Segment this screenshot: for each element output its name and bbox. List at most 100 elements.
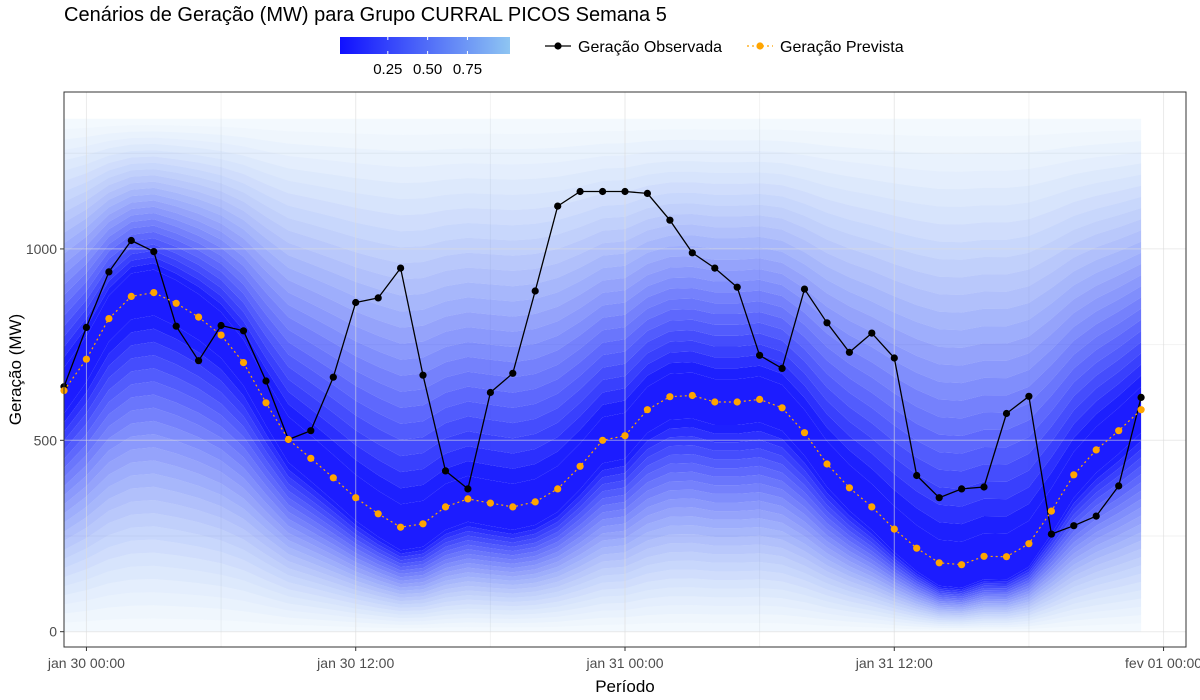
fan-band-upper xyxy=(64,150,1142,225)
series-prevista xyxy=(60,289,1145,569)
fan-band-lower xyxy=(64,605,1142,630)
observada-point xyxy=(1070,522,1078,530)
observada-point xyxy=(419,371,427,379)
fan-band-upper xyxy=(64,213,1142,401)
observada-point xyxy=(756,351,764,359)
prevista-point xyxy=(419,520,427,528)
colorbar-tick-label: 0.50 xyxy=(413,61,442,78)
fan-band-lower xyxy=(64,486,1142,614)
observada-point xyxy=(980,483,988,491)
observada-point xyxy=(688,249,696,257)
prevista-point xyxy=(284,435,292,444)
observada-point xyxy=(1002,409,1011,418)
observada-point xyxy=(172,322,180,330)
fan-band-lower xyxy=(64,473,1142,612)
fan-band-upper xyxy=(64,175,1142,295)
observada-point xyxy=(217,321,225,330)
prevista-point xyxy=(823,460,831,468)
observada-point xyxy=(1047,530,1055,538)
fan-band-upper xyxy=(64,250,1142,507)
observada-point xyxy=(441,467,450,475)
fan-band-upper xyxy=(64,257,1142,525)
prevista-point xyxy=(172,299,180,307)
y-tick-label: 0 xyxy=(49,624,57,640)
fan-band-lower xyxy=(64,368,1142,597)
fan-band-lower xyxy=(64,618,1142,632)
fan-band-upper xyxy=(64,131,1142,172)
prevista-point xyxy=(733,398,741,406)
fan-band-lower xyxy=(64,394,1142,601)
fan-band-upper xyxy=(64,238,1142,472)
fan-band-upper xyxy=(64,219,1142,419)
observada-point xyxy=(890,354,898,362)
observada-point xyxy=(195,357,203,365)
prevista-point xyxy=(576,462,584,470)
legend-label: Geração Prevista xyxy=(780,39,904,56)
prevista-point xyxy=(935,559,943,567)
prevista-point xyxy=(800,429,809,437)
prevista-point xyxy=(262,399,270,407)
fan-band-lower xyxy=(64,513,1142,617)
fan-band-lower xyxy=(64,381,1142,599)
fan-band-upper xyxy=(64,169,1142,278)
prevista-point xyxy=(509,503,517,511)
prevista-point xyxy=(599,436,607,444)
fan-band-lower xyxy=(64,460,1142,610)
fan-band-upper xyxy=(64,231,1142,454)
observada-point xyxy=(1115,482,1123,490)
observada-point xyxy=(531,287,539,295)
legend-key-point xyxy=(756,42,764,50)
prevista-point xyxy=(1025,540,1033,548)
fan-band-lower xyxy=(64,579,1142,627)
observada-point xyxy=(621,187,629,196)
legend-label: Geração Observada xyxy=(578,39,722,56)
observada-point xyxy=(554,202,562,210)
observada-point xyxy=(127,236,135,245)
prevista-point xyxy=(397,523,405,531)
observada-point xyxy=(307,427,315,435)
prevista-point xyxy=(890,525,898,533)
observada-point xyxy=(643,189,652,197)
prevista-point xyxy=(1047,507,1055,515)
prevista-point xyxy=(1115,427,1123,435)
observada-point xyxy=(509,369,517,377)
fan-band-upper xyxy=(64,244,1142,489)
fan-band-upper xyxy=(64,125,1142,154)
prevista-point xyxy=(756,395,764,403)
prevista-point xyxy=(711,398,719,406)
x-tick-label: jan 30 00:00 xyxy=(47,655,125,671)
fan-band-upper xyxy=(64,137,1142,190)
fan-band-upper xyxy=(64,263,1142,542)
fan-band-lower xyxy=(64,500,1142,616)
legend-key-point xyxy=(554,42,562,50)
fan-band-lower xyxy=(64,526,1142,619)
colorbar-tick-label: 0.75 xyxy=(453,61,482,78)
prevista-point xyxy=(531,498,539,506)
fan-band-lower xyxy=(64,565,1142,625)
prevista-point xyxy=(195,313,203,321)
observada-point xyxy=(958,485,966,493)
x-axis-title: Período xyxy=(595,677,655,696)
observada-point xyxy=(666,216,674,224)
fan-band-upper xyxy=(64,143,1142,207)
fan-band-lower xyxy=(64,328,1142,592)
legend-observada: Geração Observada xyxy=(545,39,722,56)
observada-point xyxy=(397,264,405,272)
fan-band-upper xyxy=(64,162,1142,260)
quantile-colorbar xyxy=(340,37,510,54)
fan-band-upper xyxy=(64,181,1142,313)
observada-point xyxy=(1092,512,1100,520)
fan-band-lower xyxy=(64,420,1142,605)
observada-point xyxy=(599,187,607,196)
prevista-point xyxy=(307,454,315,462)
observada-point xyxy=(823,319,831,327)
prevista-point xyxy=(980,552,988,560)
fan-band-upper xyxy=(64,187,1142,331)
prevista-point xyxy=(554,485,562,493)
fan-band-lower xyxy=(64,552,1142,623)
observada-point xyxy=(778,364,786,372)
fan-band-lower xyxy=(64,447,1142,608)
fan-band-lower xyxy=(64,592,1142,628)
y-tick-label: 1000 xyxy=(26,241,57,257)
